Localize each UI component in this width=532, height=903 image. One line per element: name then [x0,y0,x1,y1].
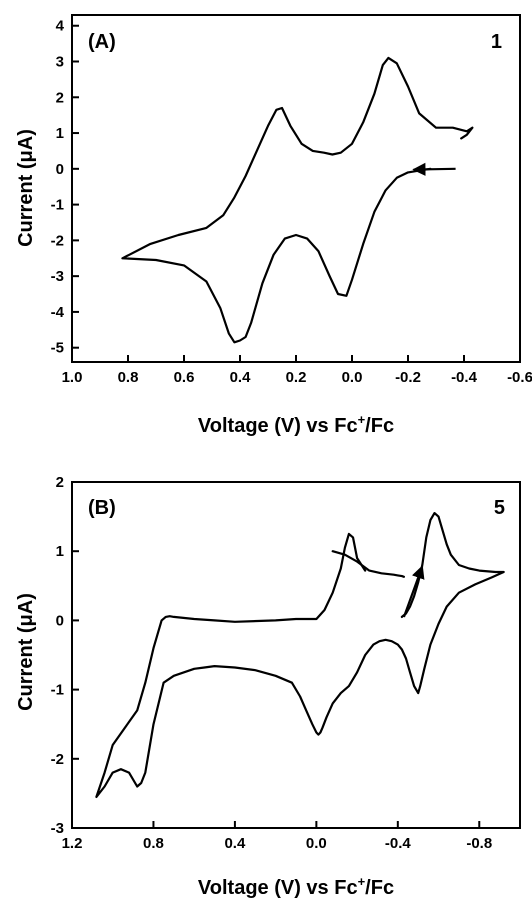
panel-a-scan-direction-arrow [412,162,456,176]
panel-b-curves [95,512,505,798]
panel-a-y-tick-label: 4 [56,18,65,35]
panel-b-x-axis-label: Voltage (V) vs Fc+/Fc [198,874,394,899]
panel-b-cv-trace-2 [95,512,505,798]
panel-b-x-tick-label: 0.8 [143,835,164,852]
panel-a-x-tick-label: 0.6 [174,369,195,386]
panel-b-plot-frame [71,481,521,829]
panel-a-x-axis-label-end: /Fc [365,415,394,437]
panel-a-x-tick-label: 1.0 [62,369,83,386]
panel-a-x-tick-label: 0.4 [230,369,252,386]
panel-a-y-tick-label: -1 [51,197,64,214]
panel-a-x-tick-label: 0.8 [118,369,139,386]
panel-a-y-tick-label: -3 [51,268,64,285]
panel-b-y-tick-label: -2 [51,751,64,768]
panel-a-y-tick-label: 3 [56,54,64,71]
panel-a: 1.0 0.8 0.6 0.4 0.2 0.0 -0.2 -0.4 -0.6 4 3 2 1 0 -1 -2 -… [15,14,532,437]
panel-a-y-tick-label: -4 [51,304,65,321]
panel-a-plot-frame [71,14,521,363]
panel-a-x-axis-label: Voltage (V) vs Fc+/Fc [198,412,394,437]
panel-a-y-tick-label: -5 [51,340,64,357]
panel-a-x-axis-label-main: Voltage (V) vs Fc [198,415,358,437]
panel-b-x-tick-label: 0.4 [224,835,246,852]
panel-a-ticks: 1.0 0.8 0.6 0.4 0.2 0.0 -0.2 -0.4 -0.6 4 3 2 1 0 -1 -2 -… [51,18,532,386]
panel-b-ticks: 1.2 0.8 0.4 0.0 -0.4 -0.8 2 1 0 -1 -2 -3 [51,474,493,852]
panel-a-y-tick-label: 1 [56,125,64,142]
panel-a-y-tick-label: -2 [51,232,64,249]
panel-a-y-axis-label: Current (μA) [15,129,37,247]
panel-b-y-tick-label: -3 [51,820,64,837]
panel-a-x-tick-label: -0.2 [395,369,421,386]
panel-b-scan-direction-arrow [402,565,425,618]
panel-b-label: (B) [88,497,116,519]
panel-b: 1.2 0.8 0.4 0.0 -0.4 -0.8 2 1 0 -1 -2 -3 (B) 5 Curr… [15,474,521,899]
panel-a-x-tick-label: 0.0 [342,369,363,386]
panel-a-y-tick-label: 2 [56,89,64,106]
panel-b-y-tick-label: 0 [56,612,64,629]
panel-b-y-axis-label: Current (μA) [15,593,37,711]
panel-b-y-tick-label: 1 [56,543,64,560]
panel-a-compound-label: 1 [491,31,502,53]
panel-a-x-axis-label-sup: + [358,412,366,427]
panel-b-x-axis-label-main: Voltage (V) vs Fc [198,877,358,899]
panel-b-y-tick-label: -1 [51,682,64,699]
panel-b-x-tick-label: -0.4 [385,835,412,852]
panel-b-x-tick-label: 0.0 [306,835,327,852]
panel-b-compound-label: 5 [494,497,505,519]
panel-a-curves [121,56,474,344]
panel-a-x-tick-label: -0.6 [507,369,532,386]
panel-b-cv-trace-1 [331,550,405,578]
panel-a-label: (A) [88,31,116,53]
panel-b-x-tick-label: -0.8 [466,835,492,852]
panel-b-y-tick-label: 2 [56,474,64,491]
panel-b-x-axis-label-end: /Fc [365,877,394,899]
panel-b-x-axis-label-sup: + [358,874,366,889]
panel-a-cv-trace-1 [121,56,474,344]
panel-a-x-tick-label: -0.4 [451,369,478,386]
panel-a-y-tick-label: 0 [56,161,64,178]
panel-a-x-tick-label: 0.2 [286,369,307,386]
panel-b-x-tick-label: 1.2 [62,835,83,852]
